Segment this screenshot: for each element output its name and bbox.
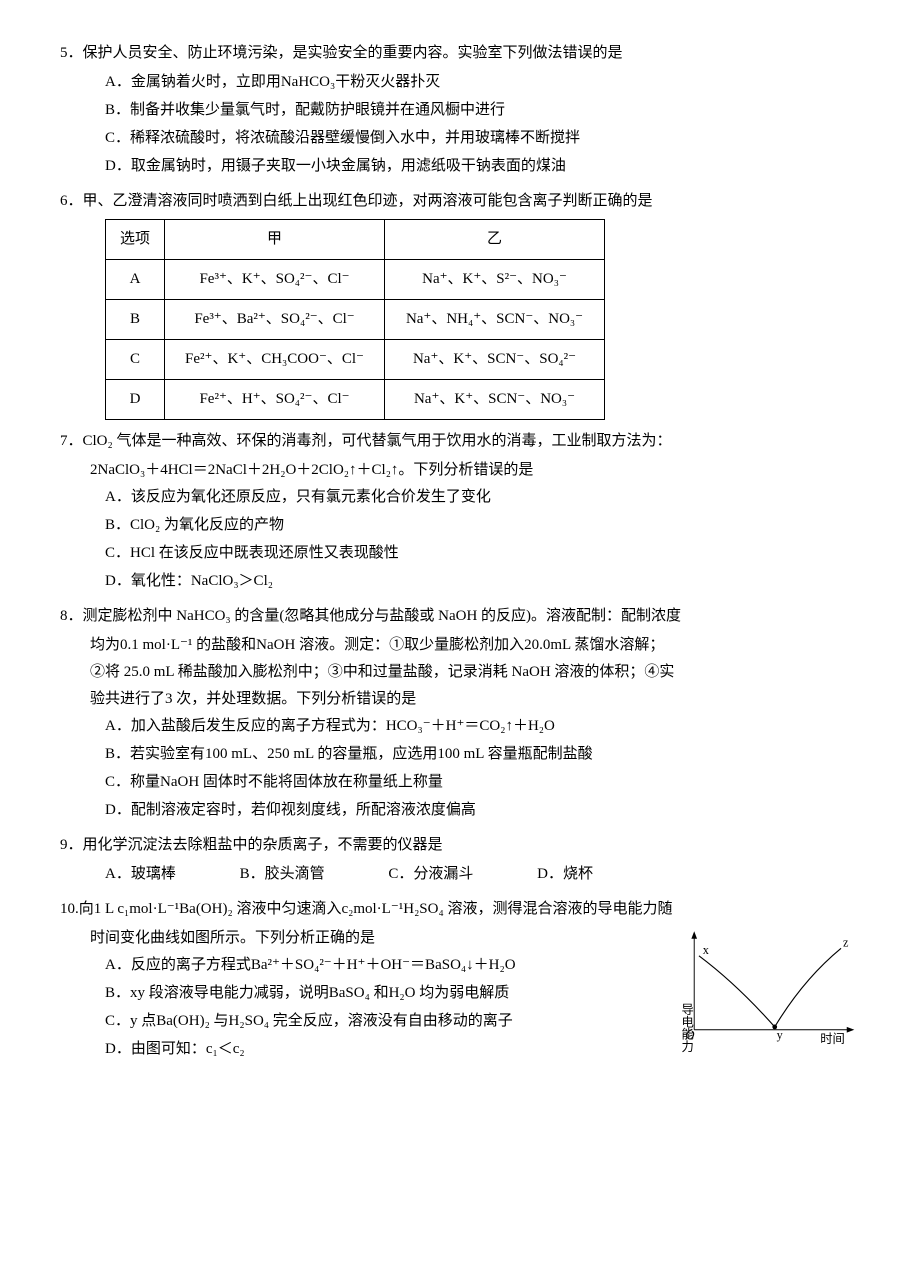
q9-option-c: C．分液漏斗 xyxy=(388,861,473,888)
q8-stem-4: 验共进行了3 次，并处理数据。下列分析错误的是 xyxy=(60,686,860,713)
q9-stem: 9．用化学沉淀法去除粗盐中的杂质离子，不需要的仪器是 xyxy=(60,832,860,859)
q5-options: A．金属钠着火时，立即用NaHCO₃干粉灭火器扑灭 B．制备并收集少量氯气时，配… xyxy=(60,69,860,180)
table-row: C Fe²⁺、K⁺、CH₃COO⁻、Cl⁻ Na⁺、K⁺、SCN⁻、SO₄²⁻ xyxy=(106,340,605,380)
q9-option-a: A．玻璃棒 xyxy=(105,861,176,888)
table-row: B Fe³⁺、Ba²⁺、SO₄²⁻、Cl⁻ Na⁺、NH₄⁺、SCN⁻、NO₃⁻ xyxy=(106,300,605,340)
question-6: 6．甲、乙澄清溶液同时喷洒到白纸上出现红色印迹，对两溶液可能包含离子判断正确的是… xyxy=(60,188,860,420)
question-7: 7．ClO₂ 气体是一种高效、环保的消毒剂，可代替氯气用于饮用水的消毒，工业制取… xyxy=(60,428,860,595)
q5-option-b: B．制备并收集少量氯气时，配戴防护眼镜并在通风橱中进行 xyxy=(105,97,860,124)
x-axis-arrow xyxy=(847,1027,855,1033)
q10-option-d: D．由图可知：c₁＜c₂ xyxy=(105,1036,670,1063)
q10-option-a: A．反应的离子方程式Ba²⁺＋SO₄²⁻＋H⁺＋OH⁻＝BaSO₄↓＋H₂O xyxy=(105,952,670,979)
q7-option-c: C．HCl 在该反应中既表现还原性又表现酸性 xyxy=(105,540,860,567)
question-5: 5．保护人员安全、防止环境污染，是实验安全的重要内容。实验室下列做法错误的是 A… xyxy=(60,40,860,180)
q7-stem-1: 7．ClO₂ 气体是一种高效、环保的消毒剂，可代替氯气用于饮用水的消毒，工业制取… xyxy=(60,428,860,455)
label-x: x xyxy=(703,943,709,957)
q5-option-c: C．稀释浓硫酸时，将浓硫酸沿器壁缓慢倒入水中，并用玻璃棒不断搅拌 xyxy=(105,125,860,152)
q8-option-a: A．加入盐酸后发生反应的离子方程式为：HCO₃⁻＋H⁺＝CO₂↑＋H₂O xyxy=(105,713,860,740)
q9-options: A．玻璃棒 B．胶头滴管 C．分液漏斗 D．烧杯 xyxy=(60,861,860,888)
x-axis-label: 时间 xyxy=(820,1032,845,1046)
question-10: 10.向1 L c₁mol·L⁻¹Ba(OH)₂ 溶液中匀速滴入c₂mol·L⁻… xyxy=(60,896,860,1063)
table-row: A Fe³⁺、K⁺、SO₄²⁻、Cl⁻ Na⁺、K⁺、S²⁻、NO₃⁻ xyxy=(106,260,605,300)
table-header: 乙 xyxy=(385,220,605,260)
table-cell: C xyxy=(106,340,165,380)
question-8: 8．测定膨松剂中 NaHCO₃ 的含量(忽略其他成分与盐酸或 NaOH 的反应)… xyxy=(60,603,860,824)
q7-option-d: D．氧化性：NaClO₃＞Cl₂ xyxy=(105,568,860,595)
q5-stem: 5．保护人员安全、防止环境污染，是实验安全的重要内容。实验室下列做法错误的是 xyxy=(60,40,860,67)
q5-option-d: D．取金属钠时，用镊子夹取一小块金属钠，用滤纸吸干钠表面的煤油 xyxy=(105,153,860,180)
q8-stem-2: 均为0.1 mol·L⁻¹ 的盐酸和NaOH 溶液。测定：①取少量膨松剂加入20… xyxy=(60,632,860,659)
q10-option-b: B．xy 段溶液导电能力减弱，说明BaSO₄ 和H₂O 均为弱电解质 xyxy=(105,980,670,1007)
q7-stem-2: 2NaClO₃＋4HCl＝2NaCl＋2H₂O＋2ClO₂↑＋Cl₂↑。下列分析… xyxy=(60,457,860,484)
q8-option-b: B．若实验室有100 mL、250 mL 的容量瓶，应选用100 mL 容量瓶配… xyxy=(105,741,860,768)
label-z: z xyxy=(843,935,849,949)
q7-option-b: B．ClO₂ 为氧化反应的产物 xyxy=(105,512,860,539)
table-cell: Na⁺、K⁺、S²⁻、NO₃⁻ xyxy=(385,260,605,300)
conductivity-chart: x y z O 导电能力 时间 xyxy=(680,924,860,1054)
q8-option-d: D．配制溶液定容时，若仰视刻度线，所配溶液浓度偏高 xyxy=(105,797,860,824)
table-cell: Fe²⁺、H⁺、SO₄²⁻、Cl⁻ xyxy=(165,380,385,420)
q8-stem-3: ②将 25.0 mL 稀盐酸加入膨松剂中；③中和过量盐酸，记录消耗 NaOH 溶… xyxy=(60,659,860,686)
q6-stem: 6．甲、乙澄清溶液同时喷洒到白纸上出现红色印迹，对两溶液可能包含离子判断正确的是 xyxy=(60,188,860,215)
question-9: 9．用化学沉淀法去除粗盐中的杂质离子，不需要的仪器是 A．玻璃棒 B．胶头滴管 … xyxy=(60,832,860,888)
table-cell: Na⁺、K⁺、SCN⁻、NO₃⁻ xyxy=(385,380,605,420)
q9-option-b: B．胶头滴管 xyxy=(240,861,325,888)
table-cell: Fe²⁺、K⁺、CH₃COO⁻、Cl⁻ xyxy=(165,340,385,380)
table-cell: A xyxy=(106,260,165,300)
table-cell: Na⁺、NH₄⁺、SCN⁻、NO₃⁻ xyxy=(385,300,605,340)
y-axis-arrow xyxy=(691,931,697,939)
q8-options: A．加入盐酸后发生反应的离子方程式为：HCO₃⁻＋H⁺＝CO₂↑＋H₂O B．若… xyxy=(60,713,860,824)
table-header: 甲 xyxy=(165,220,385,260)
q5-option-a: A．金属钠着火时，立即用NaHCO₃干粉灭火器扑灭 xyxy=(105,69,860,96)
q7-options: A．该反应为氧化还原反应，只有氯元素化合价发生了变化 B．ClO₂ 为氧化反应的… xyxy=(60,484,860,595)
q8-stem-1: 8．测定膨松剂中 NaHCO₃ 的含量(忽略其他成分与盐酸或 NaOH 的反应)… xyxy=(60,603,860,630)
q6-table: 选项 甲 乙 A Fe³⁺、K⁺、SO₄²⁻、Cl⁻ Na⁺、K⁺、S²⁻、NO… xyxy=(105,219,605,420)
table-row: D Fe²⁺、H⁺、SO₄²⁻、Cl⁻ Na⁺、K⁺、SCN⁻、NO₃⁻ xyxy=(106,380,605,420)
table-header: 选项 xyxy=(106,220,165,260)
label-y: y xyxy=(777,1028,784,1042)
q8-option-c: C．称量NaOH 固体时不能将固体放在称量纸上称量 xyxy=(105,769,860,796)
q10-stem-1: 10.向1 L c₁mol·L⁻¹Ba(OH)₂ 溶液中匀速滴入c₂mol·L⁻… xyxy=(60,896,860,923)
q9-option-d: D．烧杯 xyxy=(537,861,593,888)
table-cell: D xyxy=(106,380,165,420)
q7-option-a: A．该反应为氧化还原反应，只有氯元素化合价发生了变化 xyxy=(105,484,860,511)
table-row: 选项 甲 乙 xyxy=(106,220,605,260)
q10-option-c: C．y 点Ba(OH)₂ 与H₂SO₄ 完全反应，溶液没有自由移动的离子 xyxy=(105,1008,670,1035)
table-cell: Fe³⁺、K⁺、SO₄²⁻、Cl⁻ xyxy=(165,260,385,300)
y-axis-label: 导电能力 xyxy=(680,1003,694,1053)
curve xyxy=(699,948,841,1027)
table-cell: B xyxy=(106,300,165,340)
table-cell: Fe³⁺、Ba²⁺、SO₄²⁻、Cl⁻ xyxy=(165,300,385,340)
table-cell: Na⁺、K⁺、SCN⁻、SO₄²⁻ xyxy=(385,340,605,380)
